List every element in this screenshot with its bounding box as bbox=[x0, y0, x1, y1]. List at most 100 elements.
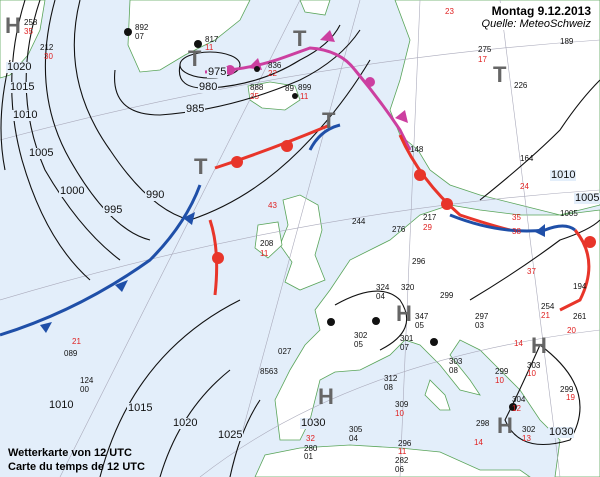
station-value: 299 bbox=[560, 385, 574, 394]
ireland bbox=[254, 221, 283, 259]
station-value: 37 bbox=[527, 267, 536, 276]
station-value: 302 bbox=[354, 331, 368, 340]
station-value: 226 bbox=[514, 81, 528, 90]
station-value: 06 bbox=[395, 465, 404, 474]
station-value: 324 bbox=[376, 283, 390, 292]
station-value: 258 bbox=[24, 18, 38, 27]
station-value: 08 bbox=[449, 366, 458, 375]
low-pressure-marker: T bbox=[188, 46, 202, 71]
warm-front-2 bbox=[398, 134, 511, 232]
station-value: 836 bbox=[268, 61, 282, 70]
high-pressure-marker: H bbox=[396, 301, 412, 326]
caption-german: Wetterkarte von 12 UTC bbox=[8, 447, 132, 459]
station-value: 244 bbox=[352, 217, 366, 226]
station-value: 217 bbox=[423, 213, 437, 222]
low-pressure-marker: T bbox=[322, 108, 336, 133]
station-value: 29 bbox=[423, 223, 432, 232]
cold-front-symbols bbox=[40, 212, 545, 333]
isobar-label: 1015 bbox=[127, 402, 154, 414]
occluded-front bbox=[204, 46, 412, 151]
isobar-label: 1025 bbox=[217, 429, 244, 441]
station-value: 10 bbox=[395, 409, 404, 418]
station-value: 03 bbox=[475, 321, 484, 330]
station-value: 297 bbox=[475, 312, 489, 321]
station-value: 089 bbox=[64, 349, 78, 358]
station-value: 21 bbox=[541, 311, 550, 320]
low-pressure-marker: T bbox=[194, 154, 208, 179]
isobar-label: 1005 bbox=[574, 192, 600, 204]
station-value: 43 bbox=[268, 201, 277, 210]
station-value: 194 bbox=[573, 282, 587, 291]
station-value: 261 bbox=[573, 312, 587, 321]
station-circles bbox=[124, 28, 517, 411]
scandinavia bbox=[389, 0, 600, 216]
station-value: 05 bbox=[354, 340, 363, 349]
station-value: 13 bbox=[522, 434, 531, 443]
isobar-label: 1030 bbox=[300, 417, 327, 429]
station-value: 282 bbox=[395, 456, 409, 465]
station-value: 296 bbox=[398, 439, 412, 448]
station-value: 21 bbox=[72, 337, 81, 346]
station-value: 23 bbox=[445, 7, 454, 16]
station-value: 312 bbox=[384, 374, 398, 383]
station-value: 212 bbox=[40, 43, 54, 52]
station-value: 320 bbox=[401, 283, 415, 292]
station-value: 20 bbox=[567, 326, 576, 335]
isobar-label: 1010 bbox=[12, 109, 39, 121]
station-value: 124 bbox=[80, 376, 94, 385]
high-pressure-marker: H bbox=[531, 333, 547, 358]
station-value: 8563 bbox=[260, 367, 278, 376]
isobar-label: 1010 bbox=[48, 399, 75, 411]
station-value: 298 bbox=[476, 419, 490, 428]
isobar-label: 990 bbox=[145, 189, 166, 201]
station-value: 32 bbox=[306, 434, 315, 443]
station-value: 303 bbox=[527, 361, 541, 370]
station-value: 11 bbox=[300, 92, 309, 101]
station-value: 19 bbox=[566, 393, 575, 402]
station-value: 254 bbox=[541, 302, 555, 311]
station-value: 07 bbox=[135, 32, 144, 41]
isobar-label: 1020 bbox=[172, 417, 199, 429]
isobar-label: 1030 bbox=[548, 426, 575, 438]
cold-front-1 bbox=[0, 184, 202, 337]
map-date-title: Montag 9.12.2013 bbox=[488, 3, 594, 19]
station-value: 05 bbox=[415, 321, 424, 330]
station-value: 10 bbox=[495, 376, 504, 385]
africa bbox=[254, 444, 531, 477]
station-value: 303 bbox=[449, 357, 463, 366]
station-value: 302 bbox=[522, 425, 536, 434]
station-value: 148 bbox=[410, 145, 424, 154]
station-value: 275 bbox=[478, 45, 492, 54]
station-value: 299 bbox=[440, 291, 454, 300]
greenland-east bbox=[127, 0, 251, 73]
station-value: 189 bbox=[560, 37, 574, 46]
map-source: Quelle: MeteoSchweiz bbox=[478, 18, 594, 30]
station-value: 892 bbox=[135, 23, 149, 32]
caption-french: Carte du temps de 12 UTC bbox=[8, 461, 145, 473]
station-value: 276 bbox=[392, 225, 406, 234]
isobar-label: 1000 bbox=[59, 185, 86, 197]
station-value: 08 bbox=[384, 383, 393, 392]
station-value: 07 bbox=[400, 343, 409, 352]
high-pressure-marker: H bbox=[497, 413, 513, 438]
station-value: 14 bbox=[474, 438, 483, 447]
isobar-label: 1015 bbox=[9, 81, 36, 93]
station-value: 280 bbox=[304, 444, 318, 453]
station-value: 89 bbox=[285, 84, 294, 93]
station-value: 304 bbox=[512, 395, 526, 404]
station-value: 1005 bbox=[560, 209, 578, 218]
station-value: 347 bbox=[415, 312, 429, 321]
station-value: 299 bbox=[495, 367, 509, 376]
station-value: 38 bbox=[512, 227, 521, 236]
station-value: 305 bbox=[349, 425, 363, 434]
station-value: 00 bbox=[80, 385, 89, 394]
high-pressure-marker: H bbox=[318, 384, 334, 409]
cold-front-2 bbox=[308, 123, 341, 151]
iceland bbox=[247, 81, 301, 111]
station-value: 14 bbox=[514, 339, 523, 348]
station-value: 17 bbox=[478, 55, 487, 64]
